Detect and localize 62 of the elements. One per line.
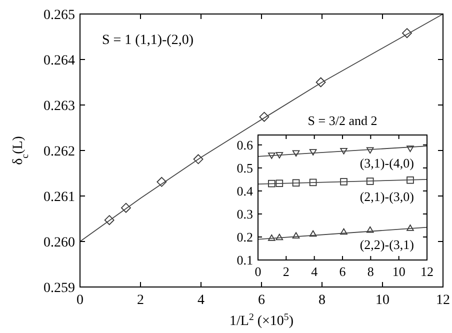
point	[292, 179, 300, 187]
point	[406, 176, 414, 184]
y-tick-label: 0.1	[236, 252, 253, 268]
line-series	[80, 14, 444, 242]
x-tick-label: 6	[258, 293, 265, 308]
point	[292, 232, 300, 239]
point	[316, 77, 326, 88]
x-tick-label: 12	[436, 293, 450, 308]
point	[276, 180, 284, 187]
y-tick-label: 0.4	[236, 183, 254, 198]
point	[276, 234, 284, 240]
x-axis-title: 1/L$^{2}$ (×10$^{5}$)	[230, 312, 294, 329]
series-label: (2,2)-(3,1)	[360, 236, 414, 252]
y-tick-label: 0.263	[44, 98, 75, 114]
point	[276, 152, 284, 158]
point	[309, 230, 317, 237]
x-tick-label: 0	[254, 264, 262, 279]
point	[259, 112, 270, 122]
y-tick-label: 0.262	[44, 144, 75, 160]
point	[121, 202, 131, 213]
point	[156, 176, 167, 187]
x-tick-label: 2	[137, 293, 144, 308]
x-tick-label: 12	[420, 264, 434, 279]
point	[340, 148, 348, 154]
point	[268, 180, 276, 188]
x-tick-label: 4	[311, 264, 318, 279]
x-tick-label: 10	[376, 293, 390, 308]
y-tick-label: 0.260	[44, 235, 75, 250]
point	[402, 28, 412, 38]
point	[366, 178, 374, 185]
annotation: S = 1 (1,1)-(2,0)	[102, 33, 194, 48]
point	[340, 178, 348, 186]
point	[268, 234, 276, 241]
y-tick-label: 0.264	[44, 53, 75, 68]
point	[366, 226, 374, 233]
point	[309, 178, 317, 186]
x-tick-label: 10	[392, 264, 406, 279]
x-tick-label: 6	[339, 264, 346, 279]
x-tick-label: 8	[367, 264, 374, 279]
point	[292, 150, 300, 157]
point	[406, 146, 414, 152]
y-tick-label: 0.3	[236, 206, 253, 222]
point	[193, 154, 204, 164]
x-tick-label: 8	[318, 293, 326, 308]
x-tick-label: 0	[76, 293, 84, 308]
y-tick-label: 0.5	[236, 160, 253, 176]
point	[366, 147, 374, 154]
chart-title: S = 3/2 and 2	[308, 113, 378, 128]
point	[268, 152, 276, 159]
y-tick-label: 0.259	[44, 280, 75, 296]
y-tick-label: 0.261	[44, 190, 75, 205]
y-tick-label: 0.265	[44, 8, 75, 23]
series-label: (2,1)-(3,0)	[360, 188, 414, 204]
point	[104, 215, 114, 226]
series-label: (3,1)-(4,0)	[360, 156, 414, 171]
point	[309, 149, 317, 156]
point	[340, 228, 348, 235]
y-tick-label: 0.6	[236, 137, 254, 152]
y-tick-label: 0.2	[236, 230, 253, 245]
point	[406, 224, 414, 231]
x-tick-label: 4	[198, 293, 204, 308]
x-tick-label: 2	[282, 264, 290, 279]
